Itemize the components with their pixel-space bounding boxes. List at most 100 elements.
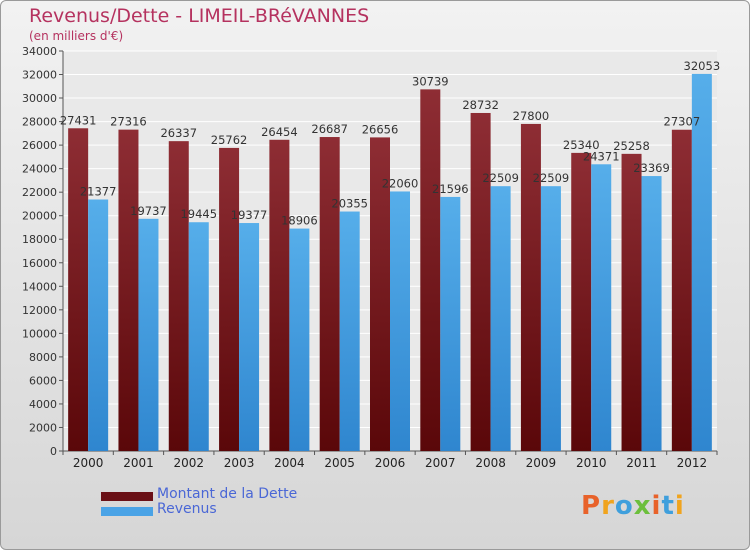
x-tick-label: 2002 [173, 456, 204, 470]
data-label-revenus-2000: 21377 [80, 185, 117, 199]
data-label-debt-2003: 25762 [211, 133, 248, 147]
x-tick-label: 2003 [224, 456, 255, 470]
axis-layer: 0 2000 4000 6000 8000 10000 12000 14000 16000 180… [22, 45, 718, 470]
y-tick-label: 0 [50, 445, 57, 458]
label-layer: 27431 21377 27316 19737 26337 19445 25762 19377… [60, 59, 720, 228]
bar-debt-2010 [571, 152, 592, 451]
data-label-revenus-2008: 22509 [482, 171, 519, 185]
bar-debt-2006 [370, 137, 390, 451]
x-tick-label: 2009 [526, 456, 557, 470]
y-tick-label: 8000 [29, 351, 57, 364]
bar-debt-2002 [168, 141, 189, 451]
y-tick-label: 14000 [22, 280, 57, 293]
data-label-debt-2007: 30739 [412, 74, 449, 88]
data-label-debt-2002: 26337 [160, 126, 197, 140]
data-label-revenus-2006: 22060 [382, 176, 419, 190]
x-tick-label: 2005 [324, 456, 355, 470]
bar-debt-2001 [118, 129, 139, 451]
logo-letter: t [661, 491, 675, 521]
y-tick-label: 16000 [22, 257, 57, 270]
y-tick-label: 2000 [29, 421, 57, 434]
bar-debt-2008 [470, 112, 491, 451]
data-label-revenus-2002: 19445 [180, 207, 217, 221]
bar-revenus-2009 [540, 186, 561, 451]
bar-debt-2012 [671, 129, 692, 451]
bar-debt-2011 [621, 153, 642, 452]
y-tick-label: 6000 [29, 374, 57, 387]
logo-letter: o [614, 491, 634, 521]
bar-debt-2005 [319, 137, 340, 452]
y-tick-label: 26000 [22, 139, 57, 152]
bar-revenus-2007 [440, 196, 461, 451]
bar-revenus-2001 [138, 218, 159, 451]
data-label-revenus-2001: 19737 [130, 204, 167, 218]
bar-revenus-2005 [339, 211, 360, 451]
logo-letter: i [651, 491, 662, 521]
data-label-revenus-2007: 21596 [432, 182, 469, 196]
y-tick-label: 24000 [22, 163, 57, 176]
bar-revenus-2004 [289, 228, 310, 451]
x-tick-label: 2011 [626, 456, 657, 470]
data-label-revenus-2010: 24371 [583, 149, 620, 163]
bar-revenus-2008 [490, 186, 511, 451]
data-label-revenus-2009: 22509 [533, 171, 570, 185]
data-label-debt-2011: 25258 [613, 139, 650, 153]
data-label-debt-2001: 27316 [110, 115, 147, 129]
data-label-revenus-2003: 19377 [231, 208, 268, 222]
x-tick-label: 2008 [475, 456, 506, 470]
y-tick-label: 18000 [22, 233, 57, 246]
bar-chart: 0 2000 4000 6000 8000 10000 12000 14000 16000 180… [22, 45, 720, 470]
data-label-debt-2012: 27307 [664, 115, 701, 129]
data-label-debt-2010: 25340 [563, 138, 600, 152]
x-tick-label: 2004 [274, 456, 305, 470]
bar-layer [68, 73, 712, 452]
x-tick-label: 2012 [677, 456, 708, 470]
data-label-debt-2004: 26454 [261, 125, 298, 139]
logo-letter: r [601, 491, 615, 521]
bar-revenus-2010 [591, 164, 612, 451]
bar-revenus-2000 [88, 199, 109, 451]
y-tick-label: 20000 [22, 210, 57, 223]
logo-letter: P [581, 491, 602, 521]
x-tick-label: 2010 [576, 456, 607, 470]
logo-letter: x [633, 491, 652, 521]
y-tick-label: 28000 [22, 116, 57, 129]
data-label-revenus-2004: 18906 [281, 214, 318, 228]
y-tick-label: 32000 [22, 69, 57, 82]
x-tick-label: 2007 [425, 456, 456, 470]
x-tick-label: 2001 [123, 456, 154, 470]
y-tick-label: 30000 [22, 92, 57, 105]
chart-title: Revenus/Dette - LIMEIL-BRéVANNES [29, 5, 370, 27]
bar-debt-2000 [68, 128, 89, 451]
bar-revenus-2011 [641, 176, 662, 451]
data-label-debt-2005: 26687 [311, 122, 348, 136]
data-label-debt-2000: 27431 [60, 113, 97, 127]
y-tick-label: 4000 [29, 398, 57, 411]
legend-label-revenus: Revenus [157, 501, 217, 517]
bar-debt-2003 [219, 147, 240, 451]
bar-debt-2004 [269, 139, 290, 451]
data-label-debt-2008: 28732 [462, 98, 499, 112]
bar-debt-2007 [420, 89, 441, 451]
bar-debt-2009 [520, 123, 541, 452]
data-label-debt-2009: 27800 [513, 109, 550, 123]
x-tick-label: 2006 [375, 456, 406, 470]
y-tick-label: 10000 [22, 327, 57, 340]
y-tick-label: 22000 [22, 186, 57, 199]
logo-letter: i [674, 491, 685, 521]
bar-revenus-2012 [691, 73, 712, 451]
legend-swatch-dette [101, 492, 153, 501]
chart-subtitle: (en milliers d'€) [29, 29, 124, 43]
bar-revenus-2006 [390, 191, 410, 451]
data-label-revenus-2011: 23369 [633, 161, 670, 175]
proxiti-logo: Proxiti [581, 491, 685, 521]
bar-revenus-2003 [239, 223, 260, 451]
legend-swatch-revenus [101, 507, 153, 516]
x-tick-label: 2000 [73, 456, 104, 470]
data-label-revenus-2012: 32053 [684, 59, 721, 73]
data-label-debt-2006: 26656 [362, 122, 399, 136]
y-tick-label: 34000 [22, 45, 57, 58]
bar-revenus-2002 [188, 222, 209, 451]
y-tick-label: 12000 [22, 304, 57, 317]
